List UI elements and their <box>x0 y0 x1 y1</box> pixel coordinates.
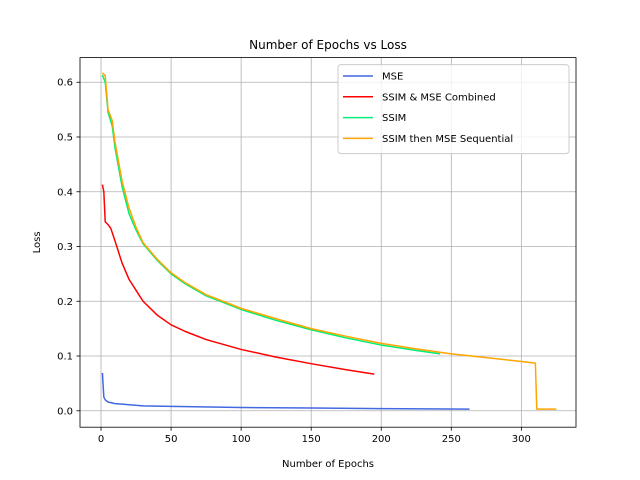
legend-label-mse: MSE <box>382 72 403 83</box>
x-tick-label: 100 <box>232 434 251 445</box>
x-tick-label: 250 <box>442 434 461 445</box>
series-line-mse <box>101 372 470 410</box>
axis-ticks: 0 50 100 150 200 250 300 0.0 0.1 0.2 0.3 0.4 0.5 0.6 <box>57 78 531 445</box>
x-tick-label: 150 <box>302 434 321 445</box>
y-tick-label: 0.1 <box>57 352 73 363</box>
series-line-ssim-then-mse-sequential <box>101 72 557 410</box>
y-tick-label: 0.6 <box>57 78 73 89</box>
y-axis-title: Loss <box>32 231 43 253</box>
series-line-ssim-mse-combined <box>101 184 375 375</box>
legend-label-ssim-mse-combined: SSIM & MSE Combined <box>382 92 496 103</box>
x-axis-title: Number of Epochs <box>282 459 374 470</box>
series-lines <box>101 72 557 410</box>
plot-frame <box>79 57 577 428</box>
y-tick-label: 0.0 <box>57 406 73 417</box>
legend-box <box>337 64 570 155</box>
x-tick-label: 300 <box>512 434 531 445</box>
y-tick-label: 0.2 <box>57 297 73 308</box>
x-tick-label: 0 <box>98 434 104 445</box>
legend: MSE SSIM & MSE Combined SSIM SSIM then MSE … <box>337 64 570 155</box>
y-tick-label: 0.5 <box>57 132 73 143</box>
chart-title: Number of Epochs vs Loss <box>249 38 407 52</box>
legend-label-ssim: SSIM <box>382 113 406 124</box>
x-tick-label: 200 <box>372 434 391 445</box>
y-tick-label: 0.3 <box>57 242 73 253</box>
x-tick-label: 50 <box>165 434 178 445</box>
y-tick-label: 0.4 <box>57 187 73 198</box>
legend-label-ssim-then-mse-sequential: SSIM then MSE Sequential <box>382 134 513 145</box>
